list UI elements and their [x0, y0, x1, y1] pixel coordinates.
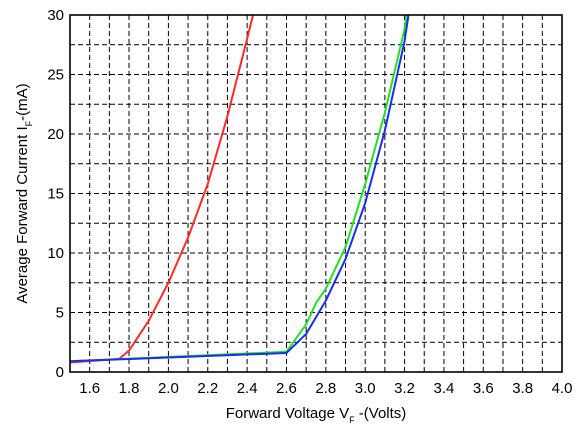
- x-tick-label: 3.2: [394, 380, 415, 397]
- x-axis-label-subscript: F: [349, 415, 355, 425]
- plot-frame: [69, 14, 563, 373]
- x-tick-label: 1.8: [119, 380, 140, 397]
- x-tick-label: 4.0: [552, 380, 573, 397]
- x-axis-label-main: Forward Voltage V: [226, 405, 349, 422]
- x-tick-label: 2.6: [276, 380, 297, 397]
- y-tick-label: 30: [47, 7, 64, 24]
- y-tick-label: 25: [47, 67, 64, 84]
- series-line-1: [70, 15, 255, 364]
- y-tick-label: 20: [47, 126, 64, 143]
- tick-labels: 1.6 1.8 2.0 2.2 2.4 2.6 2.8 3.0 3.2 3.4 3.6 3.8 4.0 0…: [47, 7, 572, 397]
- series-line-3: [70, 15, 410, 363]
- series-line-2: [70, 15, 408, 363]
- y-tick-label: 15: [47, 186, 64, 203]
- x-tick-label: 2.2: [197, 380, 218, 397]
- y-axis-label-main: Average Forward Current I: [14, 126, 31, 303]
- x-tick-label: 2.8: [315, 380, 336, 397]
- y-axis-label: Average Forward Current IF-(mA): [14, 83, 34, 303]
- x-tick-label: 1.6: [79, 380, 100, 397]
- x-tick-label: 2.0: [158, 380, 179, 397]
- y-tick-label: 0: [56, 364, 64, 381]
- x-tick-label: 3.0: [355, 380, 376, 397]
- x-axis-label: Forward Voltage VF -(Volts): [226, 405, 407, 425]
- x-tick-label: 2.4: [237, 380, 258, 397]
- x-tick-label: 3.8: [512, 380, 533, 397]
- y-tick-label: 5: [56, 305, 64, 322]
- x-tick-label: 3.4: [433, 380, 454, 397]
- x-axis-label-suffix: -(Volts): [355, 405, 407, 422]
- grid: [70, 15, 562, 372]
- x-tick-label: 3.6: [473, 380, 494, 397]
- y-tick-label: 10: [47, 245, 64, 262]
- series-lines: [70, 15, 410, 364]
- y-axis-label-subscript: F: [24, 120, 34, 126]
- y-axis-label-suffix: -(mA): [14, 83, 31, 121]
